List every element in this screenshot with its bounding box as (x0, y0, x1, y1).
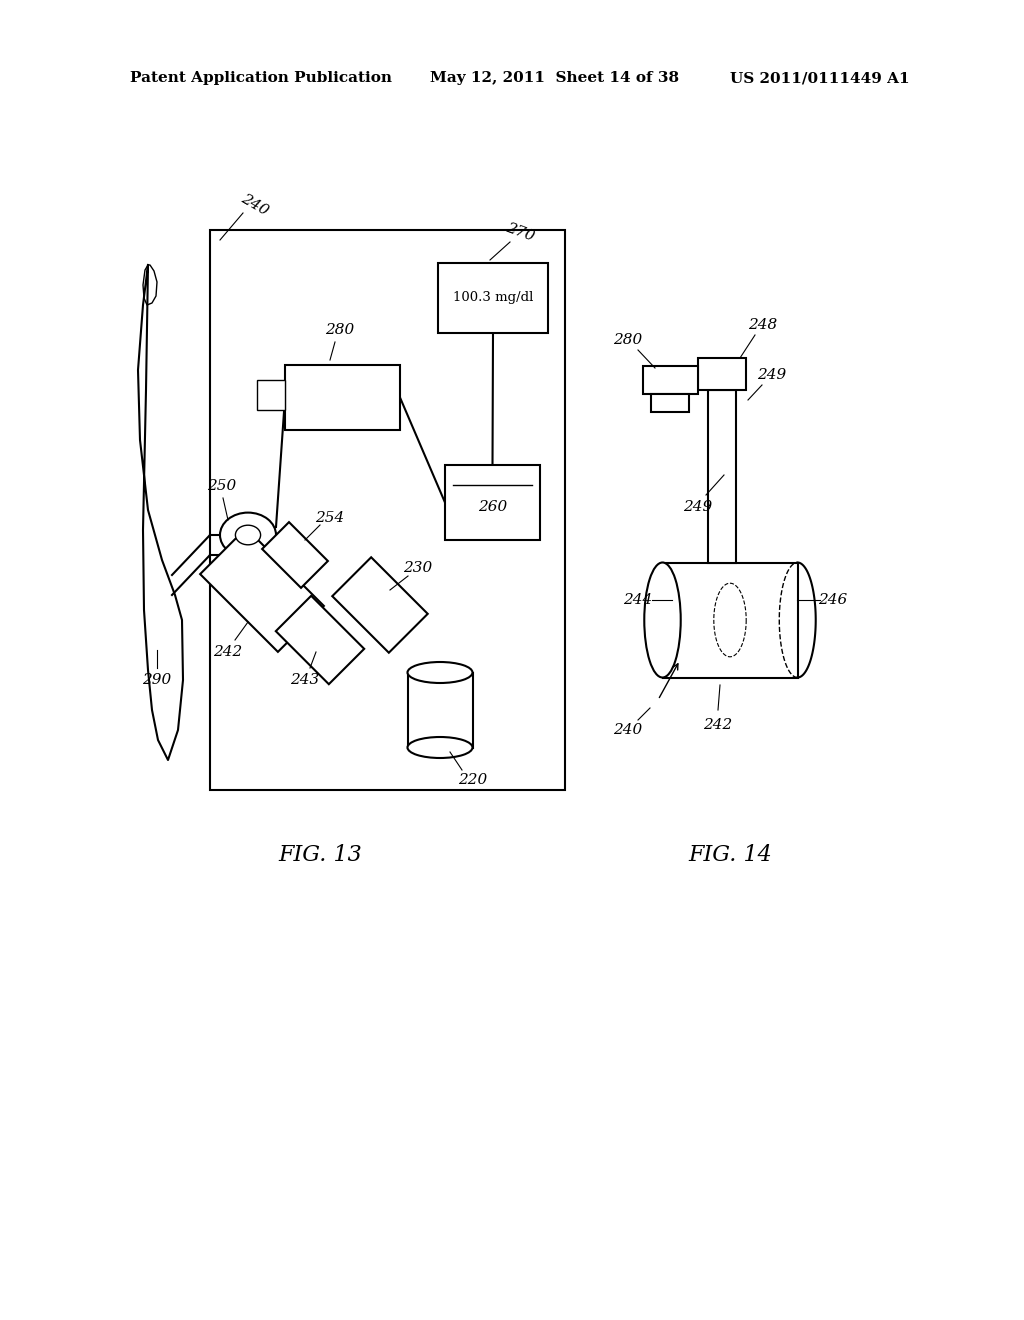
Bar (445, 465, 540, 540)
Bar (226, 528, 248, 562)
Text: US 2011/0111449 A1: US 2011/0111449 A1 (730, 71, 909, 84)
Polygon shape (275, 595, 365, 684)
Text: 254: 254 (315, 511, 345, 525)
Text: 249: 249 (683, 500, 713, 513)
Polygon shape (332, 557, 428, 652)
Bar (438, 263, 548, 333)
Text: 249: 249 (758, 368, 786, 381)
Bar (708, 389, 736, 562)
Text: 230: 230 (403, 561, 432, 576)
Text: 248: 248 (749, 318, 777, 333)
Text: 244: 244 (624, 593, 652, 607)
Bar (643, 366, 698, 393)
Text: 240: 240 (613, 723, 643, 737)
Text: 100.3 mg/dl: 100.3 mg/dl (453, 292, 534, 305)
Ellipse shape (408, 737, 472, 758)
Bar (698, 358, 746, 389)
Bar (285, 366, 400, 430)
Text: 242: 242 (703, 718, 732, 733)
Ellipse shape (408, 663, 472, 682)
Ellipse shape (236, 525, 260, 545)
Text: FIG. 14: FIG. 14 (688, 843, 772, 866)
Bar (651, 393, 689, 412)
Polygon shape (262, 523, 328, 587)
Bar (210, 230, 565, 789)
Bar (408, 672, 472, 747)
Ellipse shape (644, 562, 681, 677)
Bar (663, 562, 798, 677)
Text: 250: 250 (208, 479, 237, 492)
Text: 220: 220 (459, 774, 487, 787)
Text: 260: 260 (478, 500, 507, 513)
Ellipse shape (220, 512, 276, 557)
Text: 240: 240 (239, 191, 271, 218)
Text: FIG. 13: FIG. 13 (279, 843, 361, 866)
Text: 246: 246 (818, 593, 848, 607)
Text: 280: 280 (326, 323, 354, 337)
Text: 280: 280 (613, 333, 643, 347)
Text: 270: 270 (504, 220, 537, 244)
Text: May 12, 2011  Sheet 14 of 38: May 12, 2011 Sheet 14 of 38 (430, 71, 679, 84)
Text: 290: 290 (142, 673, 172, 686)
Text: Patent Application Publication: Patent Application Publication (130, 71, 392, 84)
Text: 242: 242 (213, 645, 243, 659)
Text: 243: 243 (291, 673, 319, 686)
Bar (257, 380, 285, 411)
Polygon shape (200, 528, 324, 652)
